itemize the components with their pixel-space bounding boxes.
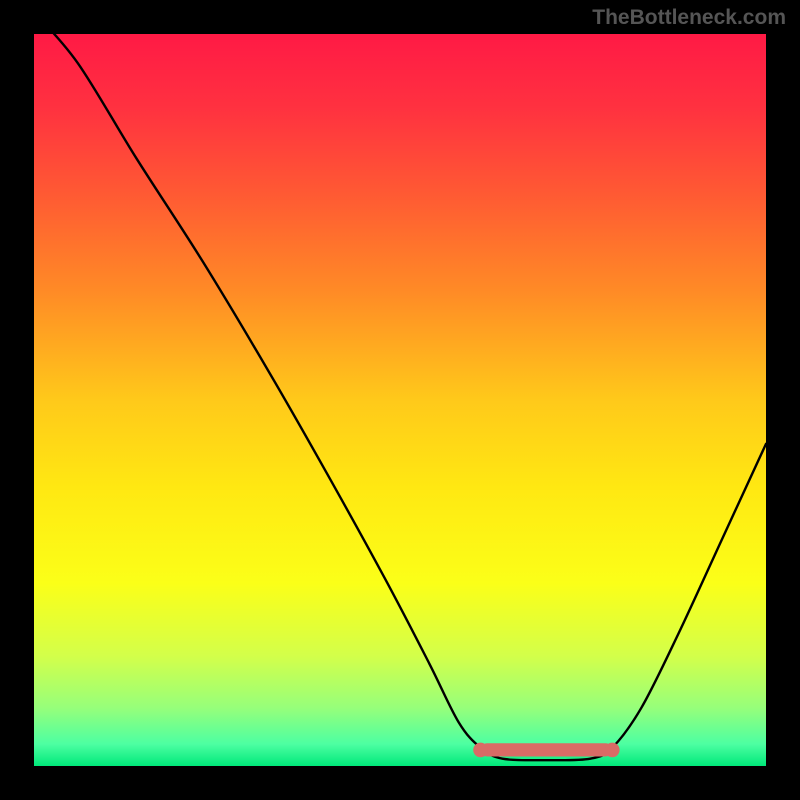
plot-area xyxy=(34,34,766,766)
bottleneck-curve xyxy=(34,12,766,760)
curve-layer xyxy=(34,34,766,766)
watermark-text: TheBottleneck.com xyxy=(592,6,786,30)
optimal-range-marker xyxy=(473,743,619,758)
